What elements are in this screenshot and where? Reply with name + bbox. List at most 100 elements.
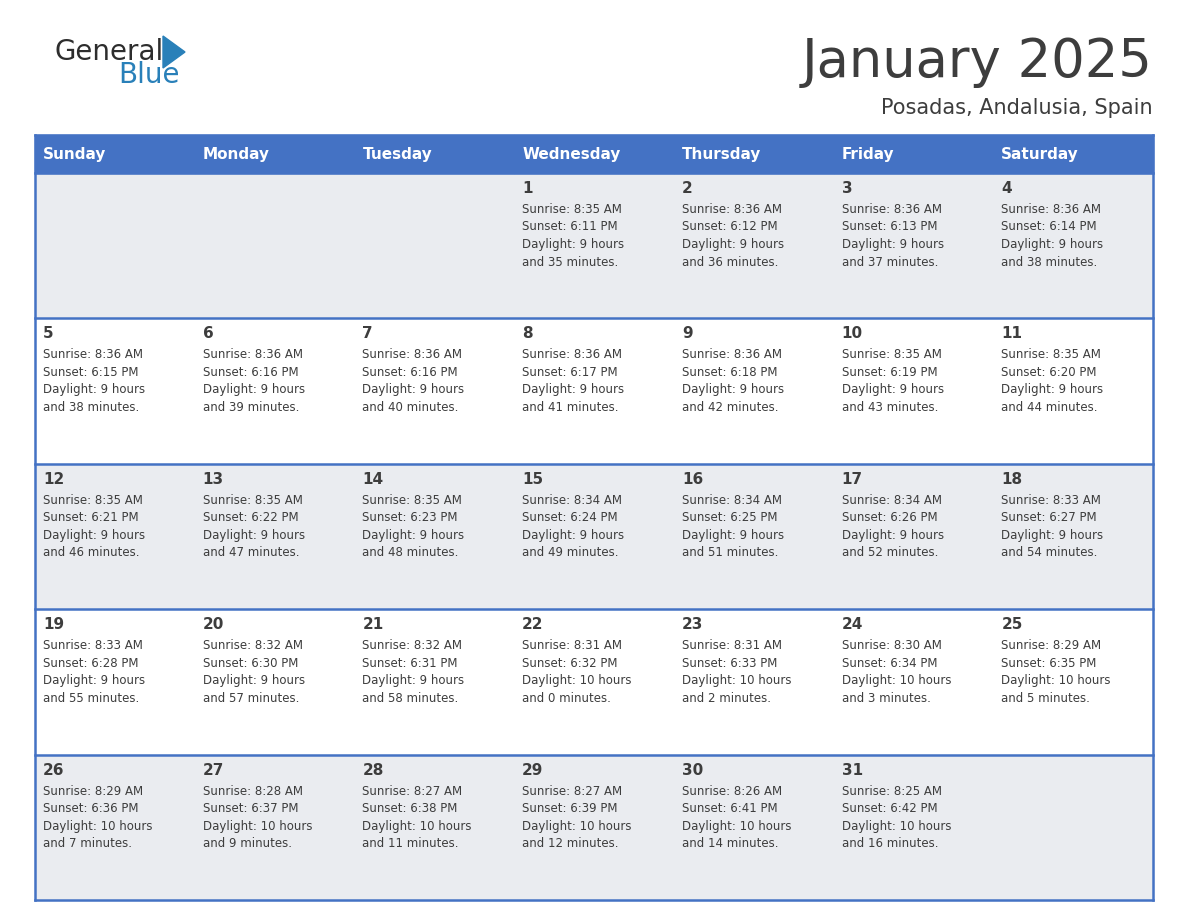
Bar — [514, 464, 674, 610]
Text: 14: 14 — [362, 472, 384, 487]
Text: and 2 minutes.: and 2 minutes. — [682, 691, 771, 705]
Text: Sunrise: 8:27 AM: Sunrise: 8:27 AM — [523, 785, 623, 798]
Text: Posadas, Andalusia, Spain: Posadas, Andalusia, Spain — [881, 98, 1154, 118]
Bar — [993, 319, 1154, 464]
Text: and 43 minutes.: and 43 minutes. — [841, 401, 939, 414]
Text: Sunset: 6:39 PM: Sunset: 6:39 PM — [523, 802, 618, 815]
Text: Sunrise: 8:31 AM: Sunrise: 8:31 AM — [523, 639, 623, 652]
Text: Sunrise: 8:30 AM: Sunrise: 8:30 AM — [841, 639, 941, 652]
Text: Daylight: 9 hours: Daylight: 9 hours — [362, 529, 465, 542]
Bar — [354, 173, 514, 319]
Text: and 46 minutes.: and 46 minutes. — [43, 546, 139, 559]
Text: Sunset: 6:15 PM: Sunset: 6:15 PM — [43, 366, 139, 379]
Text: Sunset: 6:22 PM: Sunset: 6:22 PM — [203, 511, 298, 524]
Text: Daylight: 9 hours: Daylight: 9 hours — [1001, 238, 1104, 251]
Text: Sunset: 6:31 PM: Sunset: 6:31 PM — [362, 656, 457, 670]
Text: 30: 30 — [682, 763, 703, 778]
Bar — [674, 173, 834, 319]
Text: Sunrise: 8:34 AM: Sunrise: 8:34 AM — [841, 494, 942, 507]
Bar — [354, 755, 514, 900]
Bar — [674, 135, 834, 173]
Text: Sunset: 6:35 PM: Sunset: 6:35 PM — [1001, 656, 1097, 670]
Text: and 37 minutes.: and 37 minutes. — [841, 255, 939, 268]
Text: Daylight: 9 hours: Daylight: 9 hours — [362, 384, 465, 397]
Text: Daylight: 9 hours: Daylight: 9 hours — [43, 384, 145, 397]
Text: Sunset: 6:13 PM: Sunset: 6:13 PM — [841, 220, 937, 233]
Text: Daylight: 9 hours: Daylight: 9 hours — [43, 529, 145, 542]
Text: Daylight: 10 hours: Daylight: 10 hours — [43, 820, 152, 833]
Bar — [195, 610, 354, 755]
Text: 1: 1 — [523, 181, 532, 196]
Text: 22: 22 — [523, 617, 544, 633]
Text: and 52 minutes.: and 52 minutes. — [841, 546, 939, 559]
Text: Sunset: 6:38 PM: Sunset: 6:38 PM — [362, 802, 457, 815]
Text: Sunrise: 8:26 AM: Sunrise: 8:26 AM — [682, 785, 782, 798]
Text: Daylight: 9 hours: Daylight: 9 hours — [203, 384, 305, 397]
Text: General: General — [55, 38, 164, 66]
Text: and 14 minutes.: and 14 minutes. — [682, 837, 778, 850]
Text: and 7 minutes.: and 7 minutes. — [43, 837, 132, 850]
Text: Sunrise: 8:35 AM: Sunrise: 8:35 AM — [362, 494, 462, 507]
Bar — [834, 319, 993, 464]
Text: Sunset: 6:17 PM: Sunset: 6:17 PM — [523, 366, 618, 379]
Text: 24: 24 — [841, 617, 862, 633]
Bar — [514, 755, 674, 900]
Text: Daylight: 9 hours: Daylight: 9 hours — [1001, 529, 1104, 542]
Bar — [34, 319, 195, 464]
Text: 26: 26 — [43, 763, 64, 778]
Text: and 38 minutes.: and 38 minutes. — [1001, 255, 1098, 268]
Text: Thursday: Thursday — [682, 147, 762, 162]
Text: Sunrise: 8:32 AM: Sunrise: 8:32 AM — [362, 639, 462, 652]
Text: and 5 minutes.: and 5 minutes. — [1001, 691, 1091, 705]
Text: Sunset: 6:16 PM: Sunset: 6:16 PM — [203, 366, 298, 379]
Text: Saturday: Saturday — [1001, 147, 1079, 162]
Text: 29: 29 — [523, 763, 544, 778]
Bar — [514, 135, 674, 173]
Bar — [674, 755, 834, 900]
Text: January 2025: January 2025 — [802, 36, 1154, 88]
Text: and 9 minutes.: and 9 minutes. — [203, 837, 292, 850]
Text: Sunset: 6:19 PM: Sunset: 6:19 PM — [841, 366, 937, 379]
Text: Blue: Blue — [118, 61, 179, 89]
Bar — [34, 610, 195, 755]
Text: 18: 18 — [1001, 472, 1023, 487]
Text: and 0 minutes.: and 0 minutes. — [523, 691, 611, 705]
Text: Daylight: 10 hours: Daylight: 10 hours — [523, 674, 632, 688]
Polygon shape — [163, 36, 185, 68]
Text: Daylight: 9 hours: Daylight: 9 hours — [362, 674, 465, 688]
Text: Daylight: 9 hours: Daylight: 9 hours — [203, 674, 305, 688]
Text: Sunrise: 8:36 AM: Sunrise: 8:36 AM — [362, 349, 462, 362]
Text: Daylight: 10 hours: Daylight: 10 hours — [203, 820, 312, 833]
Text: 23: 23 — [682, 617, 703, 633]
Bar — [354, 135, 514, 173]
Bar — [195, 319, 354, 464]
Text: Sunset: 6:30 PM: Sunset: 6:30 PM — [203, 656, 298, 670]
Text: 25: 25 — [1001, 617, 1023, 633]
Bar — [993, 464, 1154, 610]
Text: Sunrise: 8:33 AM: Sunrise: 8:33 AM — [1001, 494, 1101, 507]
Bar — [514, 610, 674, 755]
Text: Sunset: 6:26 PM: Sunset: 6:26 PM — [841, 511, 937, 524]
Text: Daylight: 10 hours: Daylight: 10 hours — [362, 820, 472, 833]
Text: Sunset: 6:37 PM: Sunset: 6:37 PM — [203, 802, 298, 815]
Text: Daylight: 9 hours: Daylight: 9 hours — [203, 529, 305, 542]
Text: Daylight: 9 hours: Daylight: 9 hours — [523, 384, 624, 397]
Text: and 3 minutes.: and 3 minutes. — [841, 691, 930, 705]
Text: Sunrise: 8:35 AM: Sunrise: 8:35 AM — [43, 494, 143, 507]
Bar — [993, 135, 1154, 173]
Text: Sunset: 6:12 PM: Sunset: 6:12 PM — [682, 220, 777, 233]
Text: and 58 minutes.: and 58 minutes. — [362, 691, 459, 705]
Text: Sunset: 6:24 PM: Sunset: 6:24 PM — [523, 511, 618, 524]
Text: Daylight: 10 hours: Daylight: 10 hours — [682, 674, 791, 688]
Text: Sunrise: 8:34 AM: Sunrise: 8:34 AM — [682, 494, 782, 507]
Text: and 12 minutes.: and 12 minutes. — [523, 837, 619, 850]
Text: Sunrise: 8:36 AM: Sunrise: 8:36 AM — [1001, 203, 1101, 216]
Text: 6: 6 — [203, 327, 214, 341]
Text: Daylight: 9 hours: Daylight: 9 hours — [841, 384, 943, 397]
Bar — [834, 135, 993, 173]
Text: Sunrise: 8:28 AM: Sunrise: 8:28 AM — [203, 785, 303, 798]
Text: and 35 minutes.: and 35 minutes. — [523, 255, 619, 268]
Text: and 40 minutes.: and 40 minutes. — [362, 401, 459, 414]
Text: Sunset: 6:32 PM: Sunset: 6:32 PM — [523, 656, 618, 670]
Text: 8: 8 — [523, 327, 532, 341]
